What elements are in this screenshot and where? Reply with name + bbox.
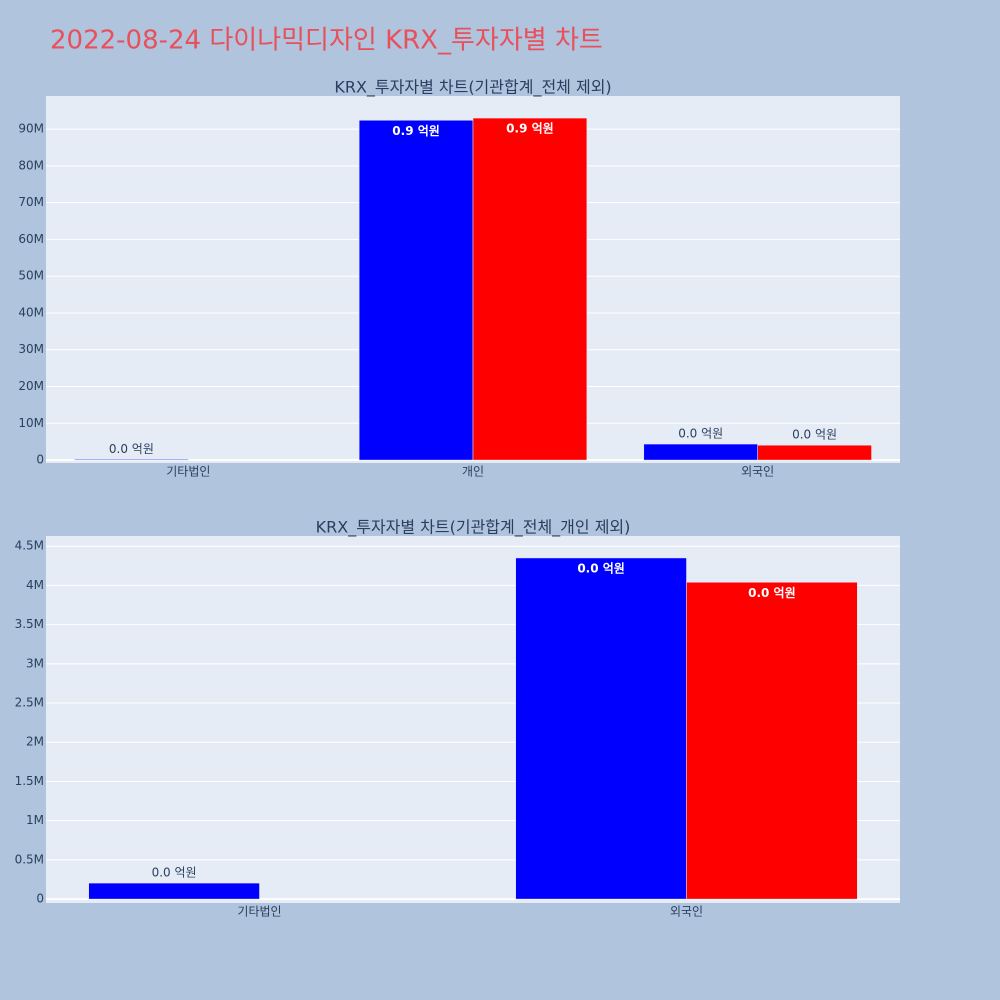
y-tick-label: 50M (18, 269, 44, 283)
value-label: 0.0 억원 (792, 428, 837, 442)
value-label: 0.0 억원 (678, 427, 723, 441)
y-tick-label: 1.5M (15, 774, 44, 788)
y-tick-label: 60M (18, 232, 44, 246)
bar (88, 882, 260, 900)
bar (358, 120, 474, 461)
bar (472, 117, 588, 461)
bar (643, 443, 758, 461)
value-label: 0.0 억원 (109, 442, 154, 456)
x-tick-label: 개인 (462, 465, 484, 479)
value-label: 0.9 억원 (392, 124, 440, 138)
y-tick-label: 3M (26, 656, 44, 670)
value-label: 0.0 억원 (748, 586, 796, 600)
y-tick-label: 4.5M (15, 539, 44, 553)
y-tick-label: 70M (18, 195, 44, 209)
y-tick-label: 1M (26, 813, 44, 827)
y-tick-label: 0 (36, 453, 44, 467)
y-tick-label: 90M (18, 122, 44, 136)
bar (686, 582, 858, 900)
y-tick-label: 0 (36, 892, 44, 906)
y-tick-label: 30M (18, 342, 44, 356)
y-tick-label: 40M (18, 305, 44, 319)
value-label: 0.9 억원 (506, 122, 554, 136)
y-tick-label: 2.5M (15, 696, 44, 710)
value-label: 0.0 억원 (152, 866, 197, 880)
bar (757, 444, 872, 461)
bar (74, 459, 189, 461)
bar (515, 557, 687, 900)
chart-title: KRX_투자자별 차트(기관합계_전체_개인 제외) (316, 518, 631, 538)
y-tick-label: 80M (18, 158, 44, 172)
page-title: 2022-08-24 다이나믹디자인 KRX_투자자별 차트 (50, 26, 603, 56)
chart-title: KRX_투자자별 차트(기관합계_전체 제외) (334, 78, 611, 98)
y-tick-label: 4M (26, 578, 44, 592)
y-tick-label: 0.5M (15, 852, 44, 866)
y-tick-label: 20M (18, 379, 44, 393)
x-tick-label: 기타법인 (237, 905, 281, 919)
x-tick-label: 외국인 (670, 905, 703, 919)
x-tick-label: 기타법인 (166, 465, 210, 479)
x-tick-label: 외국인 (741, 465, 774, 479)
y-tick-label: 2M (26, 735, 44, 749)
value-label: 0.0 억원 (577, 561, 625, 575)
y-tick-label: 10M (18, 416, 44, 430)
y-tick-label: 3.5M (15, 617, 44, 631)
